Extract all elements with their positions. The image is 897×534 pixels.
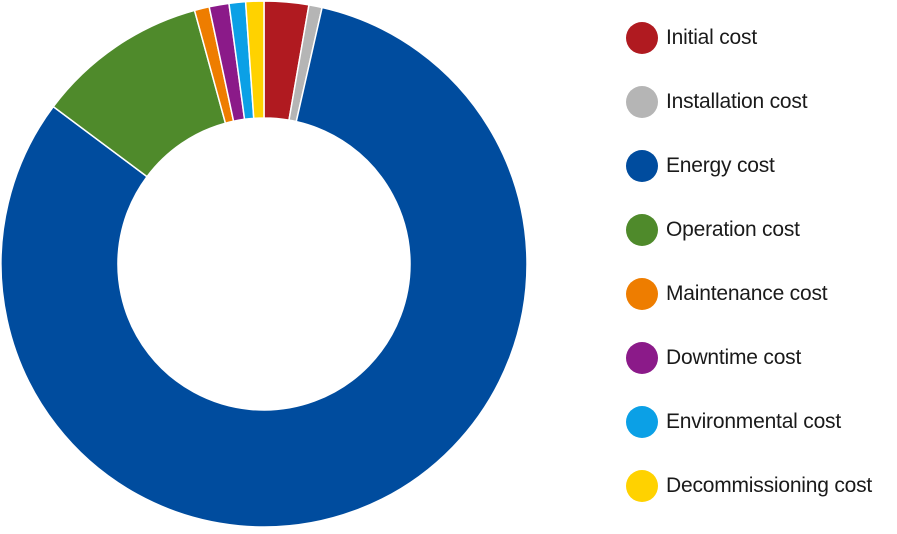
legend-swatch bbox=[626, 342, 658, 374]
legend-label: Initial cost bbox=[666, 26, 757, 49]
legend-item: Maintenance cost bbox=[626, 278, 872, 310]
legend-item: Environmental cost bbox=[626, 406, 872, 438]
legend-item: Downtime cost bbox=[626, 342, 872, 374]
legend-label: Decommissioning cost bbox=[666, 474, 873, 497]
legend-label: Energy cost bbox=[666, 154, 775, 177]
legend-label: Installation cost bbox=[666, 90, 808, 113]
legend-swatch bbox=[626, 150, 658, 182]
slice-decommissioning-cost bbox=[244, 0, 265, 120]
legend-swatch bbox=[626, 22, 658, 54]
slice-energy-cost bbox=[0, 6, 528, 527]
legend-label: Downtime cost bbox=[666, 346, 802, 369]
legend-item: Energy cost bbox=[626, 150, 872, 182]
legend-swatch bbox=[626, 278, 658, 310]
legend-item: Installation cost bbox=[626, 86, 872, 118]
donut-slices bbox=[0, 0, 528, 527]
legend-label: Environmental cost bbox=[666, 410, 841, 433]
legend-swatch bbox=[626, 86, 658, 118]
legend-item: Operation cost bbox=[626, 214, 872, 246]
legend-swatch bbox=[626, 470, 658, 502]
legend-swatch bbox=[626, 406, 658, 438]
legend-item: Initial cost bbox=[626, 22, 872, 54]
legend: Initial cost Installation cost Energy cost… bbox=[626, 22, 872, 534]
legend-label: Operation cost bbox=[666, 218, 800, 241]
legend-item: Decommissioning cost bbox=[626, 470, 872, 502]
legend-label: Maintenance cost bbox=[666, 282, 828, 305]
legend-swatch bbox=[626, 214, 658, 246]
